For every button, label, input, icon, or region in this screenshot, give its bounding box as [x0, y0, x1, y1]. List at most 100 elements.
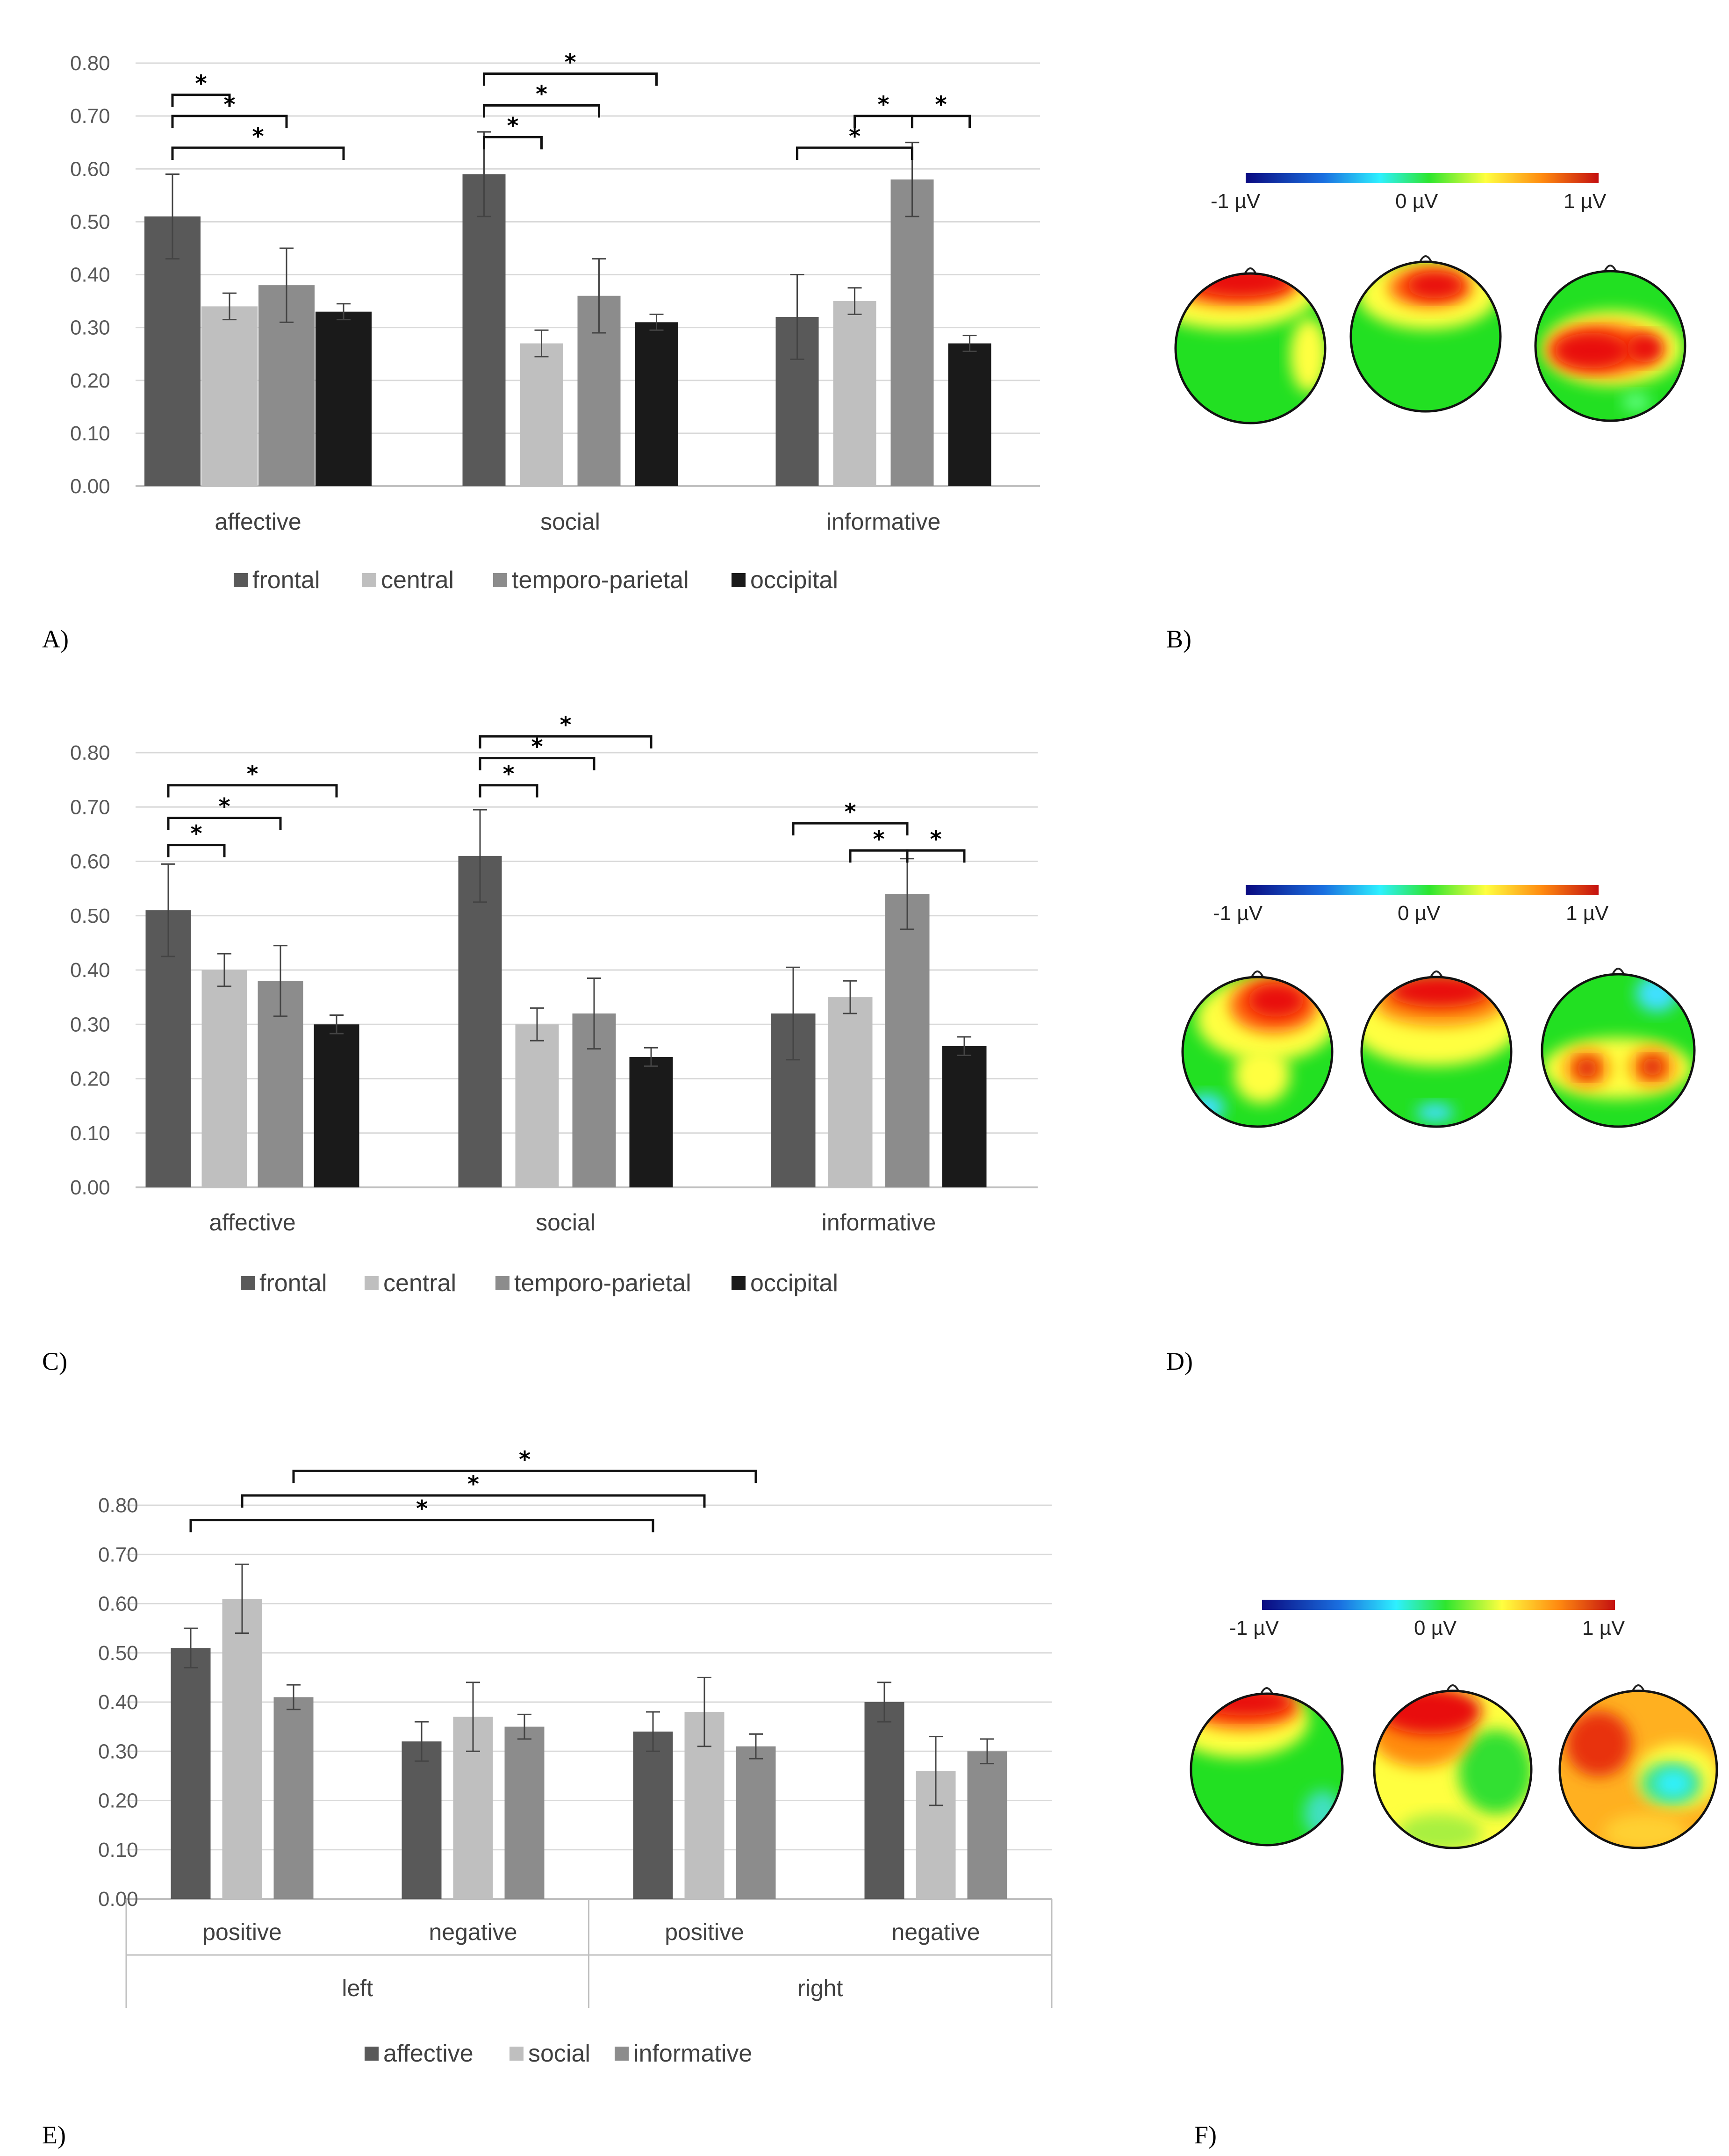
panel-label-c: C)	[42, 1347, 67, 1375]
legend-swatch	[495, 1276, 509, 1290]
significance-star: *	[502, 761, 514, 787]
legend-label: temporo-parietal	[514, 1270, 691, 1297]
panel-label-e: E)	[42, 2121, 66, 2149]
bar	[948, 343, 991, 486]
bar	[635, 322, 678, 486]
significance-bracket	[483, 72, 658, 86]
significance-star: *	[877, 92, 889, 118]
y-tick-label: 0.60	[70, 158, 110, 180]
scalp-map-f1	[1190, 1687, 1344, 1847]
y-tick-label: 0.70	[70, 105, 110, 128]
bar	[736, 1746, 776, 1899]
bar	[504, 1726, 545, 1899]
outer-category-label: right	[797, 1975, 843, 2001]
significance-star: *	[844, 799, 856, 825]
scalp-panel-b: -1 µV 0 µV 1 µV	[1174, 173, 1686, 424]
y-tick-label: 0.30	[98, 1740, 138, 1763]
bar	[462, 174, 506, 486]
significance-bracket	[189, 1519, 654, 1532]
scalp-map-d3	[1541, 968, 1696, 1128]
colorbar-max-label: 1 µV	[1582, 1617, 1625, 1639]
legend-swatch	[365, 2047, 379, 2061]
y-tick-label: 0.20	[70, 369, 110, 392]
y-tick-label: 0.50	[70, 905, 110, 927]
y-tick-label: 0.50	[98, 1642, 138, 1665]
bar	[828, 997, 873, 1187]
significance-star: *	[218, 794, 230, 820]
significance-bracket	[171, 146, 345, 160]
legend-label: temporo-parietal	[512, 567, 689, 594]
significance-star: *	[519, 1446, 531, 1473]
significance-bracket	[483, 104, 600, 118]
bar	[890, 179, 934, 486]
bar	[629, 1057, 673, 1187]
y-tick-label: 0.40	[70, 959, 110, 982]
legend-label: frontal	[252, 567, 320, 594]
significance-bracket	[292, 1469, 757, 1483]
legend-label: frontal	[259, 1270, 327, 1297]
y-tick-label: 0.50	[70, 210, 110, 233]
panel-label-f: F)	[1194, 2121, 1217, 2149]
category-label: social	[536, 1209, 595, 1236]
legend-label: social	[528, 2040, 590, 2067]
significance-bracket	[906, 849, 966, 863]
bar	[314, 1024, 359, 1187]
bar	[942, 1046, 987, 1187]
scalp-panel-f: -1 µV 0 µV 1 µV	[1190, 1600, 1718, 1849]
significance-star: *	[536, 81, 547, 108]
y-tick-label: 0.00	[98, 1888, 138, 1911]
significance-bracket	[167, 784, 338, 798]
scalp-map-d2	[1360, 970, 1513, 1128]
significance-star: *	[195, 71, 207, 97]
bar	[201, 306, 258, 486]
category-label: positive	[665, 1919, 744, 1945]
significance-star: *	[252, 123, 264, 150]
y-tick-label: 0.80	[70, 741, 110, 764]
y-tick-label: 0.60	[98, 1593, 138, 1616]
legend-swatch	[509, 2047, 524, 2061]
y-tick-label: 0.30	[70, 316, 110, 339]
bar	[458, 855, 502, 1187]
y-tick-label: 0.10	[70, 422, 110, 445]
chart-e: 0.00 0.10 0.20 0.30 0.40 0.50 0.60 0.70 0.80 posi…	[98, 1446, 1053, 2067]
category-label: positive	[202, 1919, 282, 1945]
significance-star: *	[507, 113, 518, 139]
scalp-map-b3	[1534, 265, 1686, 422]
legend-swatch	[241, 1276, 255, 1290]
y-tick-label: 0.20	[70, 1068, 110, 1091]
significance-bracket	[483, 136, 543, 150]
y-tick-label: 0.10	[98, 1839, 138, 1861]
legend-swatch	[365, 1276, 379, 1290]
significance-star: *	[531, 734, 543, 760]
legend-label: occipital	[750, 567, 838, 594]
legend-label: occipital	[750, 1270, 838, 1297]
colorbar-d	[1246, 885, 1599, 895]
category-label: negative	[891, 1919, 980, 1945]
bar	[633, 1732, 673, 1899]
y-tick-label: 0.70	[70, 796, 110, 819]
significance-star: *	[246, 761, 258, 787]
category-label: negative	[429, 1919, 517, 1945]
significance-star: *	[467, 1471, 479, 1497]
bar	[967, 1751, 1007, 1899]
significance-bracket	[911, 115, 971, 129]
significance-star: *	[190, 821, 202, 847]
colorbar-max-label: 1 µV	[1566, 902, 1609, 925]
bar	[201, 970, 247, 1187]
significance-star: *	[873, 826, 884, 852]
y-tick-label: 0.00	[70, 475, 110, 498]
significance-star: *	[416, 1496, 428, 1522]
category-label: informative	[826, 509, 941, 535]
y-tick-label: 0.40	[70, 264, 110, 287]
significance-bracket	[171, 115, 288, 129]
legend-label: affective	[383, 2040, 474, 2067]
scalp-map-d1	[1181, 970, 1334, 1128]
chart-a: 0.00 0.10 0.20 0.30 0.40 0.50 0.60 0.70 0.80 affe…	[70, 50, 1040, 594]
y-tick-label: 0.40	[98, 1691, 138, 1714]
bar	[885, 894, 930, 1187]
legend-label: informative	[633, 2040, 752, 2067]
significance-bracket	[171, 93, 231, 107]
bar	[864, 1702, 904, 1899]
significance-star: *	[930, 826, 941, 852]
y-tick-label: 0.60	[70, 850, 110, 873]
